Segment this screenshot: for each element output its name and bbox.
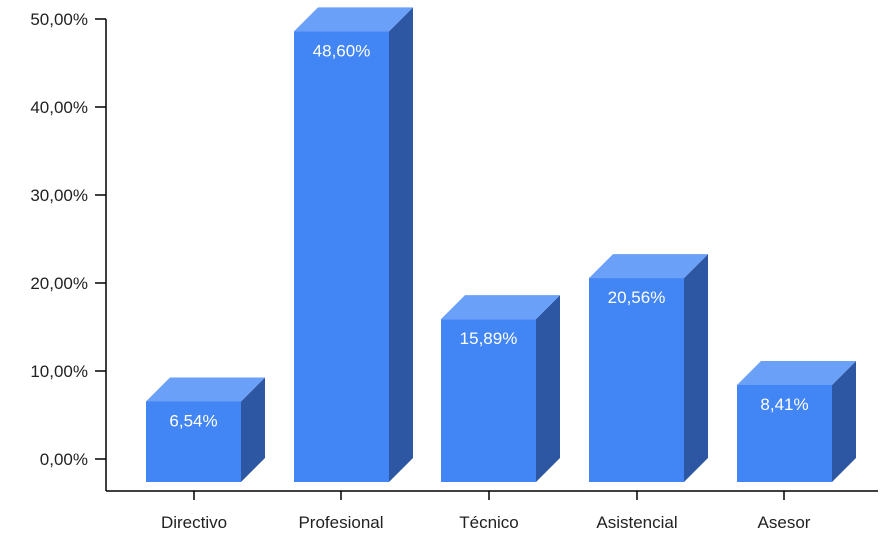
bar-front-face [737, 384, 832, 482]
x-category-label: Profesional [298, 513, 383, 532]
bar-side-face [832, 360, 856, 482]
bar-side-face [389, 7, 413, 482]
bar-top-face [737, 360, 856, 385]
y-tick-label: 0,00% [40, 450, 88, 469]
x-category-label: Técnico [459, 513, 519, 532]
x-category-label: Asesor [758, 513, 811, 532]
data-label: 6,54% [169, 411, 217, 430]
bar-asesor: 8,41% [737, 360, 856, 482]
y-axis: 0,00% 10,00% 20,00% 30,00% 40,00% 50,00% [30, 10, 107, 491]
data-label: 20,56% [608, 288, 666, 307]
y-tick-label: 30,00% [30, 186, 88, 205]
data-label: 15,89% [460, 329, 518, 348]
bar-front-face [589, 278, 684, 482]
bar-tecnico: 15,89% [441, 295, 560, 482]
bar-top-face [294, 7, 413, 32]
y-tick-label: 50,00% [30, 10, 88, 29]
bar-profesional: 48,60% [294, 7, 413, 482]
y-tick-label: 20,00% [30, 274, 88, 293]
x-category-label: Asistencial [596, 513, 677, 532]
y-tick-label: 40,00% [30, 98, 88, 117]
data-label: 8,41% [760, 395, 808, 414]
bar-asistencial: 20,56% [589, 254, 708, 482]
bar-side-face [241, 377, 265, 482]
bar-front-face [294, 31, 389, 482]
bar-top-face [146, 377, 265, 402]
bars: 6,54% 48,60% 15,89% 20,56% 8,41% [146, 7, 856, 482]
bar-front-face [441, 319, 536, 482]
bar-top-face [589, 254, 708, 279]
data-label: 48,60% [313, 41, 371, 60]
bar-front-face [146, 401, 241, 482]
x-axis: Directivo Profesional Técnico Asistencial As… [106, 490, 878, 532]
x-category-label: Directivo [161, 513, 227, 532]
bar-top-face [441, 295, 560, 320]
y-tick-label: 10,00% [30, 362, 88, 381]
bar-side-face [684, 254, 708, 482]
bar-side-face [536, 295, 560, 482]
bar-directivo: 6,54% [146, 377, 265, 482]
